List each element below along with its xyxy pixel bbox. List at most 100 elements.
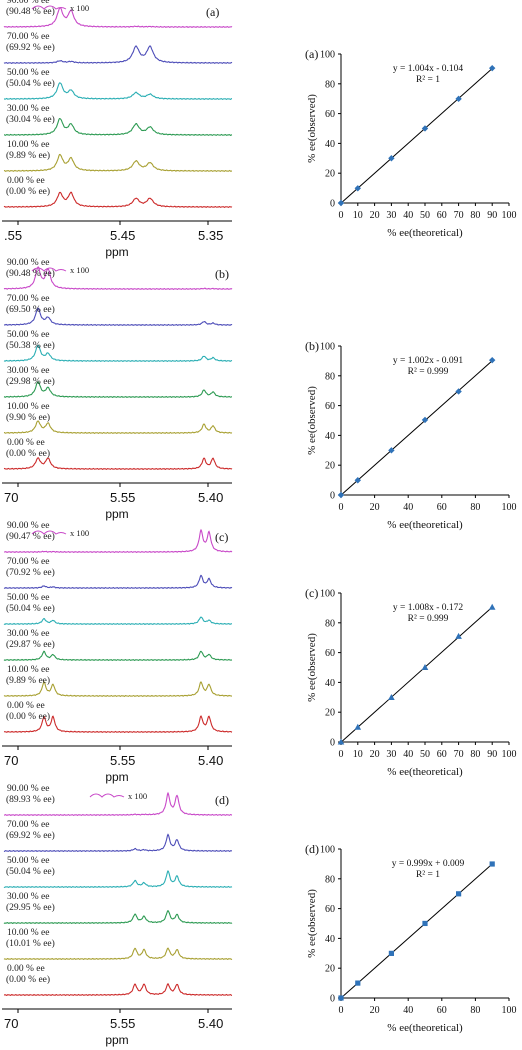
x-tick-label: 100 [502, 749, 517, 760]
y-tick-label: 60 [325, 109, 335, 120]
spectrum-tick-label: 5.45 [110, 228, 135, 243]
x-tick-label: 50 [420, 749, 430, 760]
y-tick-label: 0 [330, 738, 335, 749]
spectrum-trace [4, 528, 233, 554]
data-point-square [456, 891, 462, 897]
y-tick-label: 20 [325, 461, 335, 472]
trace-ee-label: 30.00 % ee [7, 629, 49, 639]
x-tick-label: 100 [502, 210, 517, 221]
x-tick-label: 20 [370, 502, 380, 513]
data-point-diamond [455, 95, 462, 103]
trace-observed-label: (90.47 % ee) [6, 531, 55, 542]
x-tick-label: 80 [470, 502, 480, 513]
trace-observed-label: (90.48 % ee) [6, 268, 55, 279]
data-point-diamond [421, 416, 429, 424]
spectrum-trace [3, 909, 233, 925]
x-tick-label: 0 [339, 749, 344, 760]
data-point-diamond [455, 388, 462, 395]
spectrum-trace [3, 307, 233, 327]
trace-ee-label: 10.00 % ee [7, 665, 49, 675]
x-tick-label: 40 [403, 749, 413, 760]
trace-ee-label: 90.00 % ee [7, 0, 49, 6]
trace-ee-label: 0.00 % ee [7, 701, 45, 711]
fit-equation: y = 1.004x - 0.104 [393, 64, 464, 74]
trace-ee-label: 0.00 % ee [7, 964, 45, 974]
x-tick-label: 30 [386, 749, 396, 760]
y-axis-title: % ee(observed) [306, 386, 318, 455]
trace-observed-label: (69.92 % ee) [6, 830, 55, 841]
zoom-inset-trace [31, 267, 67, 272]
data-point-diamond [354, 185, 361, 192]
trace-observed-label: (50.04 % ee) [6, 866, 55, 877]
trace-ee-label: 70.00 % ee [7, 32, 49, 42]
spectrum-tick-label: 5.35 [198, 228, 223, 243]
zoom-factor-label: x 100 [70, 3, 89, 13]
y-tick-label: 100 [320, 50, 335, 61]
fit-line [340, 863, 493, 999]
spectrum-xlabel: ppm [105, 507, 128, 521]
plot-panel-label: (b) [305, 339, 319, 353]
fit-equation: y = 1.002x - 0.091 [393, 356, 464, 366]
spectrum-trace [3, 45, 233, 64]
x-tick-label: 40 [403, 1005, 413, 1016]
spectrum-panel-label: (c) [215, 530, 228, 544]
x-axis-title: % ee(theoretical) [387, 227, 463, 239]
spectrum-trace [3, 869, 233, 889]
spectrum-panel-label: (b) [215, 267, 229, 281]
x-tick-label: 20 [370, 210, 380, 221]
spectrum-trace [3, 574, 233, 590]
data-point-diamond [489, 64, 496, 72]
trace-ee-label: 50.00 % ee [7, 68, 49, 78]
data-point-diamond [489, 356, 496, 364]
x-tick-label: 10 [353, 749, 363, 760]
spectrum-tick-label: 5.55 [110, 490, 135, 505]
spectrum-trace [3, 983, 233, 997]
x-tick-label: 100 [502, 1005, 517, 1016]
x-tick-label: 0 [339, 1005, 344, 1016]
fit-line [340, 606, 493, 743]
spectrum-trace [3, 266, 233, 291]
data-point-diamond [388, 447, 395, 454]
x-axis-title: % ee(theoretical) [387, 766, 463, 778]
spectrum-trace [3, 117, 233, 136]
data-point-triangle [354, 723, 362, 730]
calibration-plot-a: 0 20 40 60 80 100 0 10 20 30 40 50 60 70 80 90 100 % ee(t… [305, 47, 517, 239]
x-tick-label: 20 [370, 749, 380, 760]
spectrum-tick-label: 5.55 [110, 753, 135, 768]
x-tick-label: 10 [353, 210, 363, 221]
trace-ee-label: 10.00 % ee [7, 928, 49, 938]
x-tick-label: 80 [470, 1005, 480, 1016]
data-point-triangle [488, 603, 496, 610]
y-tick-label: 60 [325, 648, 335, 659]
spectrum-panel-label: (a) [206, 5, 219, 19]
spectrum-tick-label: 5.40 [198, 490, 223, 505]
y-tick-label: 40 [325, 678, 335, 689]
zoom-factor-label: x 100 [128, 791, 147, 801]
spectrum-tick-label: 70 [4, 753, 18, 768]
plot-panel-label: (d) [305, 842, 319, 856]
data-point-diamond [337, 491, 345, 499]
spectrum-trace [3, 381, 233, 398]
x-tick-label: 60 [437, 502, 447, 513]
spectrum-trace [3, 650, 233, 661]
trace-observed-label: (29.98 % ee) [6, 376, 55, 387]
trace-observed-label: (30.04 % ee) [6, 114, 55, 125]
y-axis-title: % ee(observed) [306, 889, 318, 958]
spectrum-panel-a: 0.00 % ee(0.00 % ee) 10.00 % ee(9.89 % ee… [2, 0, 233, 259]
trace-ee-label: 50.00 % ee [7, 856, 49, 866]
y-tick-label: 40 [325, 139, 335, 150]
zoom-factor-label: x 100 [70, 265, 89, 275]
trace-ee-label: 30.00 % ee [7, 892, 49, 902]
y-tick-label: 80 [325, 874, 335, 885]
y-tick-label: 100 [320, 845, 335, 856]
spectrum-trace [3, 791, 233, 817]
zoom-inset-trace [31, 530, 67, 535]
trace-observed-label: (69.92 % ee) [6, 42, 55, 53]
x-tick-label: 40 [403, 210, 413, 221]
x-tick-label: 0 [339, 210, 344, 221]
x-tick-label: 50 [420, 210, 430, 221]
x-tick-label: 30 [386, 210, 396, 221]
data-point-square [489, 861, 495, 867]
calibration-plot-d: 0 20 40 60 80 100 0 20 40 60 80 100 % ee(theoretical… [305, 842, 517, 1034]
y-axis-title: % ee(observed) [306, 633, 318, 702]
